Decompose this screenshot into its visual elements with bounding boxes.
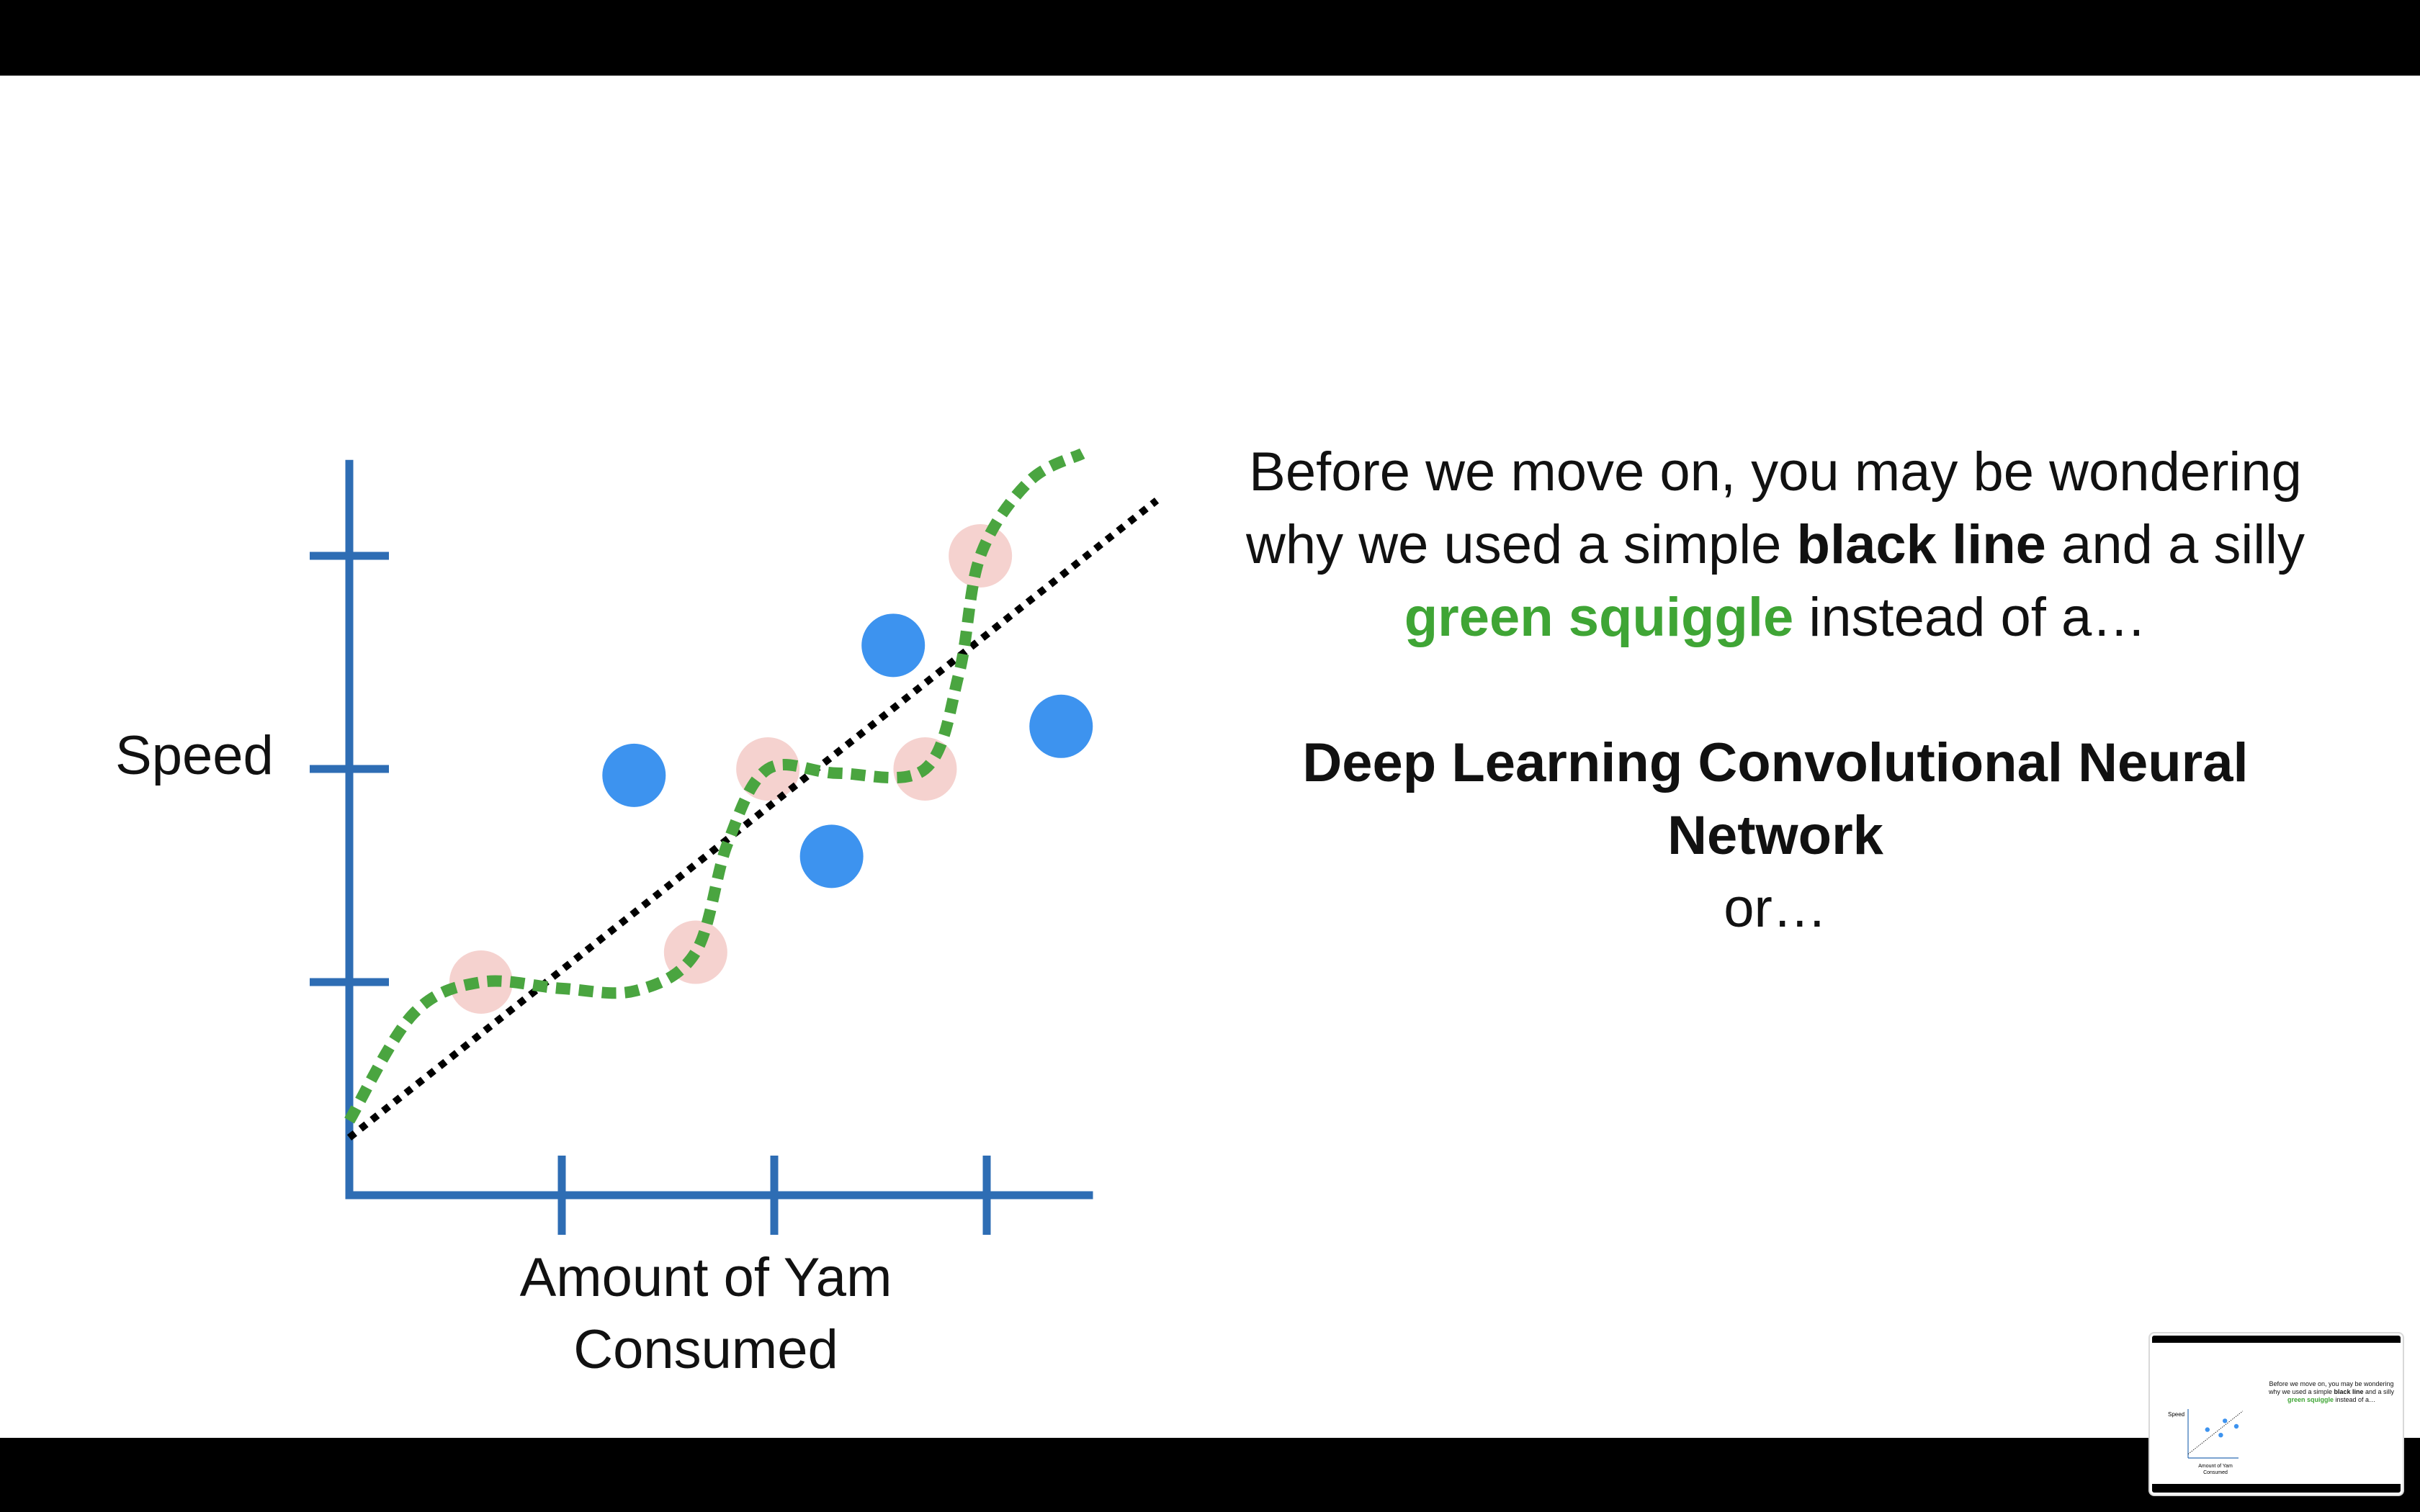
x-axis-label: Amount of Yam Consumed (490, 1242, 922, 1386)
thumbnail-bottom-bar (2152, 1484, 2401, 1493)
thumbnail-line-2: why we used a simple black line and a si… (2267, 1388, 2396, 1396)
training-point-2 (663, 920, 727, 984)
thumbnail-line-1: Before we move on, you may be wondering (2269, 1380, 2394, 1387)
thumbnail-line-2-start: why we used a simple (2268, 1388, 2334, 1395)
y-axis-label: Speed (115, 725, 274, 786)
text-line-2: why we used a simple black line and a si… (1167, 508, 2384, 581)
explanation-text: Before we move on, you may be wondering … (1167, 436, 2384, 945)
thumbnail-top-bar (2152, 1336, 2401, 1343)
thumbnail-line-3-end: instead of a… (2333, 1396, 2376, 1403)
text-line-1: Before we move on, you may be wondering (1249, 441, 2302, 503)
testing-point-2 (799, 824, 864, 888)
thumbnail-point-2 (2218, 1433, 2223, 1438)
deep-learning-line-1: Deep Learning Convolutional Neural (1302, 732, 2249, 793)
black-line-phrase: black line (1796, 514, 2046, 575)
x-axis-label-line-1: Amount of Yam (519, 1247, 892, 1308)
testing-point-1 (602, 743, 666, 807)
text-line-3: green squiggle instead of a… (1167, 581, 2384, 654)
thumbnail-line-3: green squiggle instead of a… (2267, 1396, 2396, 1404)
thumbnail-point-3 (2223, 1418, 2228, 1423)
text-line-3-end: instead of a… (1793, 587, 2147, 648)
thumbnail-line-2-end: and a silly (2363, 1388, 2395, 1395)
training-point-1 (449, 950, 513, 1014)
chart (310, 448, 1160, 1235)
training-point-5 (949, 524, 1013, 588)
text-line-2-start: why we used a simple (1245, 514, 1797, 575)
slide-thumbnail[interactable]: Speed Amount of Yam Consumed Before we mov… (2150, 1333, 2403, 1495)
or-text: or… (1724, 878, 1827, 939)
thumbnail-black-line: black line (2334, 1388, 2364, 1395)
x-axis-label-line-2: Consumed (573, 1319, 838, 1380)
thumbnail-black-line-mark (2187, 1410, 2244, 1454)
testing-point-3 (861, 613, 926, 678)
thumbnail-point-1 (2205, 1427, 2210, 1432)
green-squiggle-phrase: green squiggle (1404, 587, 1794, 648)
slide: Speed Amount of Yam Consumed Before we m… (0, 76, 2420, 1438)
thumbnail-x-label-line-2: Consumed (2203, 1470, 2228, 1475)
text-line-2-end: and a silly (2045, 514, 2305, 575)
thumbnail-y-label: Speed (2168, 1411, 2184, 1418)
black-line (346, 498, 1160, 1141)
thumbnail-x-label-line-1: Amount of Yam (2198, 1464, 2233, 1469)
deep-learning-line-2: Network (1667, 805, 1883, 866)
testing-point-4 (1029, 694, 1093, 758)
thumbnail-text: Before we move on, you may be wondering … (2267, 1380, 2396, 1404)
thumbnail-point-4 (2233, 1423, 2239, 1429)
thumbnail-green-squiggle: green squiggle (2287, 1396, 2334, 1403)
